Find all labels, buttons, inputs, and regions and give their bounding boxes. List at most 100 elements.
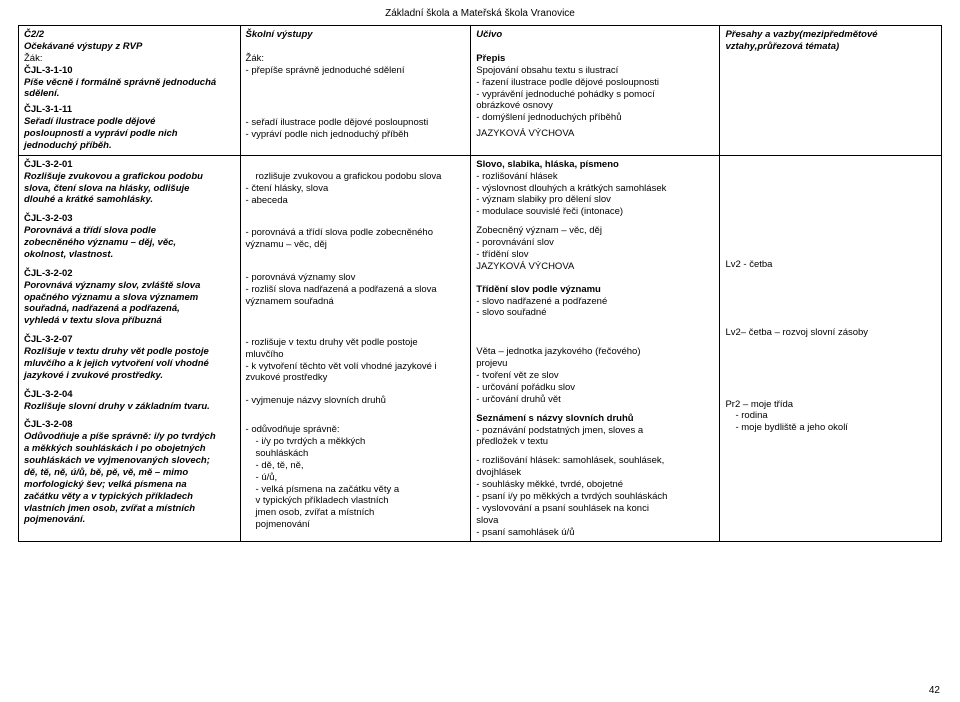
text: souhláskách ve vyjmenovaných slovech; bbox=[24, 455, 235, 467]
text: - seřadí ilustrace podle dějové posloupn… bbox=[246, 117, 466, 129]
text: - dě, tě, ně, bbox=[246, 460, 466, 472]
text: Žák: bbox=[246, 53, 466, 65]
text: v typických příkladech vlastních bbox=[246, 495, 466, 507]
text: zobecněného významu – děj, věc, bbox=[24, 237, 235, 249]
text: - řazení ilustrace podle dějové posloupn… bbox=[476, 77, 714, 89]
text: Spojování obsahu textu s ilustrací bbox=[476, 65, 714, 77]
cell-r2c4: Lv2 - četba Lv2– četba – rozvoj slovní z… bbox=[720, 155, 942, 542]
code: ČJL-3-2-01 bbox=[24, 159, 235, 171]
col-header: vztahy,průřezová témata) bbox=[725, 41, 936, 53]
cell-r1c1: Č2/2 Očekávané výstupy z RVP Žák: ČJL-3-… bbox=[19, 26, 241, 156]
code: ČJL-3-2-04 bbox=[24, 389, 235, 401]
text: Věta – jednotka jazykového (řečového) bbox=[476, 346, 714, 358]
text: - vyslovování a psaní souhlásek na konci bbox=[476, 503, 714, 515]
curriculum-table: Č2/2 Očekávané výstupy z RVP Žák: ČJL-3-… bbox=[18, 25, 942, 542]
code: ČJL-3-2-03 bbox=[24, 213, 235, 225]
text: - slovo souřadné bbox=[476, 307, 714, 319]
cell-r2c2: rozlišuje zvukovou a grafickou podobu sl… bbox=[240, 155, 471, 542]
heading: Přepis bbox=[476, 53, 714, 65]
text: - porovnávání slov bbox=[476, 237, 714, 249]
cell-r1c2: Školní výstupy Žák: - přepíše správně je… bbox=[240, 26, 471, 156]
text: - výslovnost dlouhých a krátkých samohlá… bbox=[476, 183, 714, 195]
text: jednoduchý příběh. bbox=[24, 140, 235, 152]
cell-r1c3: Učivo Přepis Spojování obsahu textu s il… bbox=[471, 26, 720, 156]
text: - domýšlení jednoduchých příběhů bbox=[476, 112, 714, 124]
text: rozlišuje zvukovou a grafickou podobu sl… bbox=[246, 171, 466, 183]
text: dě, tě, ně, ú/ů, bě, pě, vě, mě – mimo bbox=[24, 467, 235, 479]
col-header: Učivo bbox=[476, 29, 714, 41]
text: - rodina bbox=[725, 410, 936, 422]
text: - poznávání podstatných jmen, sloves a bbox=[476, 425, 714, 437]
page-header: Základní škola a Mateřská škola Vranovic… bbox=[18, 8, 942, 19]
text: Pr2 – moje třída bbox=[725, 399, 936, 411]
text: mluvčího bbox=[246, 349, 466, 361]
text: významu – věc, děj bbox=[246, 239, 466, 251]
text: - vypráví podle nich jednoduchý příběh bbox=[246, 129, 466, 141]
text: Rozlišuje zvukovou a grafickou podobu bbox=[24, 171, 235, 183]
text: vlastních jmen osob, zvířat a místních bbox=[24, 503, 235, 515]
text: - rozlišování hlásek: samohlásek, souhlá… bbox=[476, 455, 714, 467]
text: - abeceda bbox=[246, 195, 466, 207]
code: ČJL-3-2-02 bbox=[24, 268, 235, 280]
text: Porovnává a třídí slova podle bbox=[24, 225, 235, 237]
text: Lv2 - četba bbox=[725, 259, 936, 271]
text: - souhlásky měkké, tvrdé, obojetné bbox=[476, 479, 714, 491]
text: obrázkové osnovy bbox=[476, 100, 714, 112]
text: - vyjmenuje názvy slovních druhů bbox=[246, 395, 466, 407]
text: - slovo nadřazené a podřazené bbox=[476, 296, 714, 308]
text: a měkkých souhláskách i po obojetných bbox=[24, 443, 235, 455]
text: JAZYKOVÁ VÝCHOVA bbox=[476, 261, 714, 273]
cell-r2c3: Slovo, slabika, hláska, písmeno - rozliš… bbox=[471, 155, 720, 542]
text: dlouhé a krátké samohlásky. bbox=[24, 194, 235, 206]
text: pojmenování. bbox=[24, 514, 235, 526]
text: - porovnává významy slov bbox=[246, 272, 466, 284]
text: Porovnává významy slov, zvláště slova bbox=[24, 280, 235, 292]
heading: Třídění slov podle významu bbox=[476, 284, 714, 296]
text: - ú/ů, bbox=[246, 472, 466, 484]
table-row: ČJL-3-2-01 Rozlišuje zvukovou a graficko… bbox=[19, 155, 942, 542]
text: posloupnosti a vypráví podle nich bbox=[24, 128, 235, 140]
text: - psaní i/y po měkkých a tvrdých souhlás… bbox=[476, 491, 714, 503]
text: jazykové i zvukové prostředky. bbox=[24, 370, 235, 382]
text: - význam slabiky pro dělení slov bbox=[476, 194, 714, 206]
code: ČJL-3-2-07 bbox=[24, 334, 235, 346]
text: - rozlišování hlásek bbox=[476, 171, 714, 183]
text: morfologický šev; velká písmena na bbox=[24, 479, 235, 491]
text: - tvoření vět ze slov bbox=[476, 370, 714, 382]
col-header: Očekávané výstupy z RVP bbox=[24, 41, 235, 53]
text: - k vytvoření těchto vět volí vhodné jaz… bbox=[246, 361, 466, 373]
text: Rozlišuje slovní druhy v základním tvaru… bbox=[24, 401, 235, 413]
text: jmen osob, zvířat a místních bbox=[246, 507, 466, 519]
heading: Seznámení s názvy slovních druhů bbox=[476, 413, 714, 425]
page-number: 42 bbox=[929, 685, 940, 696]
text: - určování pořádku slov bbox=[476, 382, 714, 394]
text: JAZYKOVÁ VÝCHOVA bbox=[476, 128, 714, 140]
text: významem souřadná bbox=[246, 296, 466, 308]
text: Lv2– četba – rozvoj slovní zásoby bbox=[725, 327, 936, 339]
text: Zobecněný význam – věc, děj bbox=[476, 225, 714, 237]
text: opačného významu a slova významem bbox=[24, 292, 235, 304]
text: souhláskách bbox=[246, 448, 466, 460]
text: - psaní samohlásek ú/ů bbox=[476, 527, 714, 539]
text: - velká písmena na začátku věty a bbox=[246, 484, 466, 496]
heading: Slovo, slabika, hláska, písmeno bbox=[476, 159, 714, 171]
text: - moje bydliště a jeho okolí bbox=[725, 422, 936, 434]
text: mluvčího a k jejich vytvoření volí vhodn… bbox=[24, 358, 235, 370]
text: - rozlišuje v textu druhy vět podle post… bbox=[246, 337, 466, 349]
cell-r2c1: ČJL-3-2-01 Rozlišuje zvukovou a graficko… bbox=[19, 155, 241, 542]
col-header: Školní výstupy bbox=[246, 29, 466, 41]
section-code: Č2/2 bbox=[24, 29, 235, 41]
col-header: Přesahy a vazby(mezipředmětové bbox=[725, 29, 936, 41]
text: - přepíše správně jednoduché sdělení bbox=[246, 65, 466, 77]
text: - porovnává a třídí slova podle zobecněn… bbox=[246, 227, 466, 239]
text: Rozlišuje v textu druhy vět podle postoj… bbox=[24, 346, 235, 358]
code: ČJL-3-1-10 bbox=[24, 65, 235, 77]
table-row: Č2/2 Očekávané výstupy z RVP Žák: ČJL-3-… bbox=[19, 26, 942, 156]
text: Odůvodňuje a píše správně: i/y po tvrdýc… bbox=[24, 431, 235, 443]
text: - rozliší slova nadřazená a podřazená a … bbox=[246, 284, 466, 296]
text: Žák: bbox=[24, 53, 235, 65]
text: předložek v textu bbox=[476, 436, 714, 448]
text: - i/y po tvrdých a měkkých bbox=[246, 436, 466, 448]
text: slova bbox=[476, 515, 714, 527]
code: ČJL-3-1-11 bbox=[24, 104, 235, 116]
